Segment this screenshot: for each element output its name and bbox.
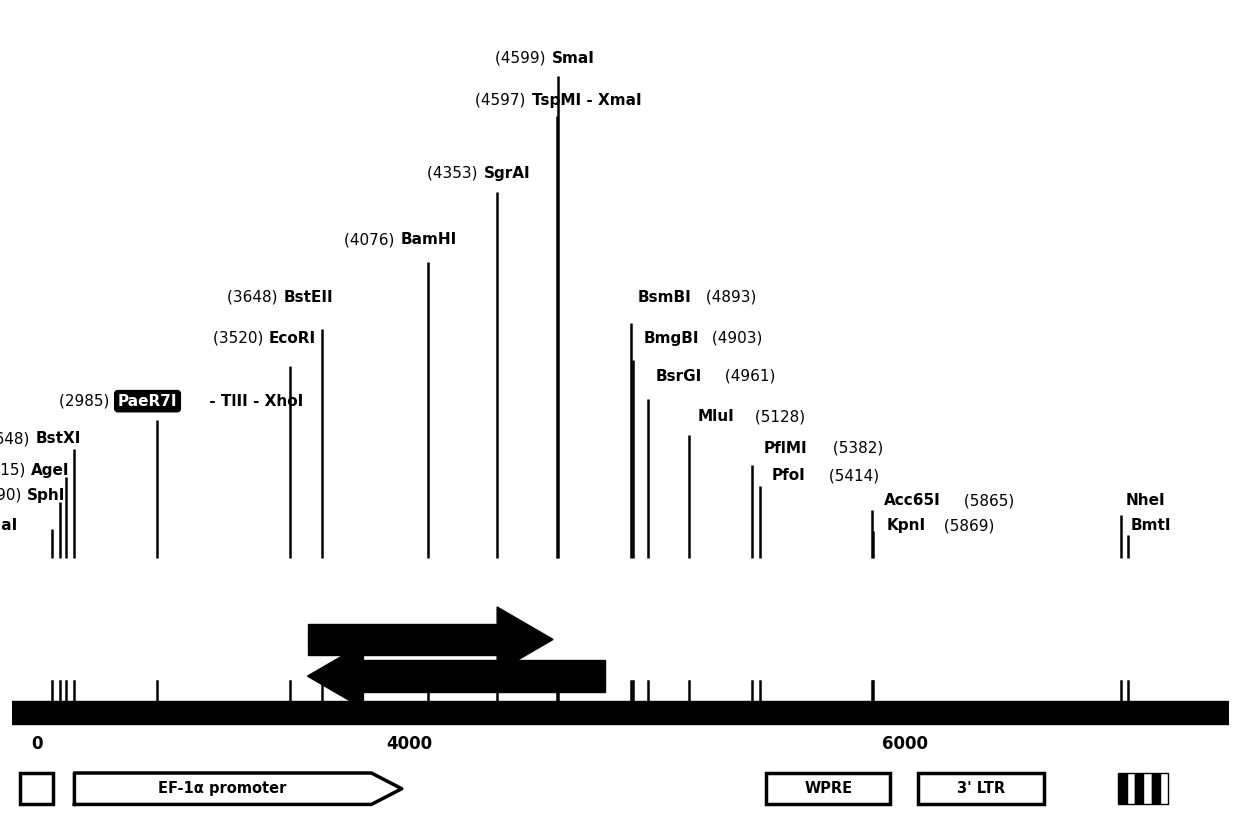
Text: 6000: 6000: [882, 735, 929, 753]
Polygon shape: [363, 660, 605, 692]
Bar: [918, 773, 1044, 805]
Bar: [1152, 773, 1159, 805]
Text: Acc65I: Acc65I: [884, 493, 941, 508]
Bar: [1118, 773, 1127, 805]
Text: TspMI - XmaI: TspMI - XmaI: [532, 92, 641, 107]
Text: BamHI: BamHI: [401, 232, 456, 248]
Text: (5382): (5382): [827, 440, 883, 456]
Text: (4903): (4903): [707, 331, 763, 346]
Bar: [1127, 773, 1135, 805]
Text: PaeR7I: PaeR7I: [118, 393, 177, 409]
Text: (3648): (3648): [227, 290, 283, 305]
Text: (2985): (2985): [58, 393, 114, 409]
Text: NheI: NheI: [1126, 493, 1166, 508]
Polygon shape: [308, 623, 497, 655]
Text: PflMI: PflMI: [764, 440, 807, 456]
Text: (2615): (2615): [0, 463, 30, 477]
Text: 0: 0: [31, 735, 43, 753]
Text: ClaI: ClaI: [0, 519, 17, 534]
Bar: [766, 773, 890, 805]
Text: BstEII: BstEII: [284, 290, 334, 305]
Text: WPRE: WPRE: [805, 781, 852, 796]
Text: BmtI: BmtI: [1131, 519, 1172, 534]
Text: - TlII - XhoI: - TlII - XhoI: [205, 393, 304, 409]
Polygon shape: [74, 773, 402, 805]
Bar: [20, 773, 53, 805]
Text: (3520): (3520): [212, 331, 268, 346]
Text: (5869): (5869): [939, 519, 994, 534]
Text: BsrGI: BsrGI: [656, 368, 702, 383]
Text: (2590): (2590): [0, 488, 26, 503]
Text: (4599): (4599): [495, 50, 551, 65]
Text: EcoRI: EcoRI: [269, 331, 316, 346]
Text: (4961): (4961): [719, 368, 775, 383]
Polygon shape: [497, 607, 553, 672]
Text: SgrAI: SgrAI: [484, 166, 531, 181]
Text: (4893): (4893): [701, 290, 756, 305]
Bar: [1143, 773, 1152, 805]
Text: (4076): (4076): [343, 232, 399, 248]
Polygon shape: [308, 644, 363, 709]
Text: AgeI: AgeI: [31, 463, 69, 477]
Text: EF-1α promoter: EF-1α promoter: [157, 781, 286, 796]
Text: (4353): (4353): [427, 166, 482, 181]
Text: SphI: SphI: [27, 488, 66, 503]
Text: 4000: 4000: [386, 735, 433, 753]
Text: 3' LTR: 3' LTR: [957, 781, 1004, 796]
Text: KpnI: KpnI: [887, 519, 926, 534]
Text: (5414): (5414): [823, 468, 879, 483]
Text: BstXI: BstXI: [36, 431, 82, 446]
Text: MluI: MluI: [698, 409, 735, 425]
Text: (2648): (2648): [0, 431, 35, 446]
Text: SmaI: SmaI: [552, 50, 595, 65]
Text: (4597): (4597): [475, 92, 531, 107]
Text: (5128): (5128): [750, 409, 806, 425]
Text: BmgBI: BmgBI: [644, 331, 699, 346]
Bar: [1135, 773, 1143, 805]
Text: PfoI: PfoI: [771, 468, 805, 483]
Text: BsmBI: BsmBI: [637, 290, 691, 305]
Text: (5865): (5865): [960, 493, 1014, 508]
Bar: [1159, 773, 1168, 805]
